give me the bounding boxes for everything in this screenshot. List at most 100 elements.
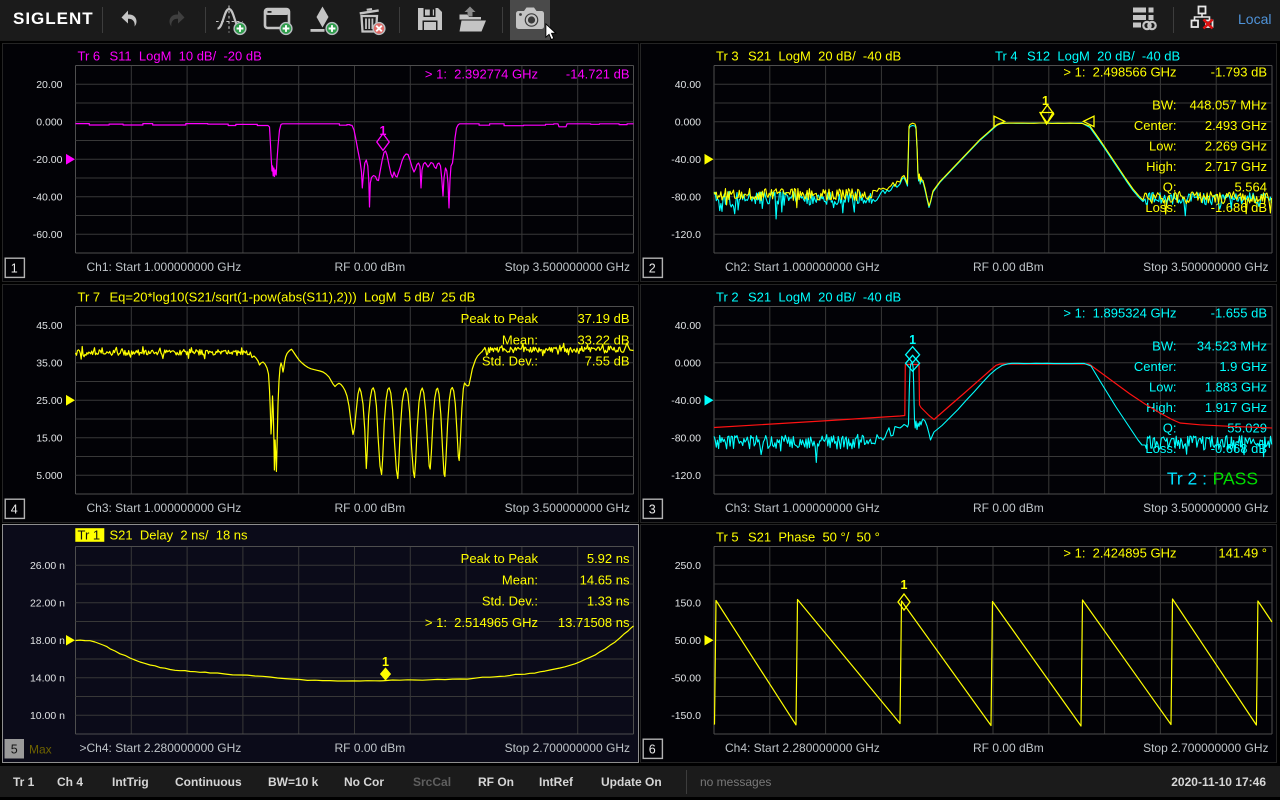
svg-text:Tr 5: Tr 5 [716, 529, 739, 544]
svg-text:33.22 dB: 33.22 dB [577, 332, 629, 347]
svg-text:Peak to Peak: Peak to Peak [461, 311, 539, 326]
svg-text:45.00: 45.00 [36, 320, 62, 332]
svg-text:Std. Dev.:: Std. Dev.: [482, 354, 538, 369]
svg-text:1.917 GHz: 1.917 GHz [1205, 400, 1267, 415]
svg-text:> 1: 2.498566 GHz: > 1: 2.498566 GHz [1063, 65, 1176, 80]
svg-text:Std. Dev.:: Std. Dev.: [482, 594, 538, 609]
svg-text:Tr 4: Tr 4 [995, 48, 1018, 63]
svg-text:Center:: Center: [1134, 359, 1177, 374]
svg-text:14.65 ns: 14.65 ns [580, 572, 630, 587]
svg-text:Mean:: Mean: [502, 332, 538, 347]
svg-text:Low:: Low: [1149, 139, 1176, 154]
svg-text:RF 0.00 dBm: RF 0.00 dBm [335, 741, 406, 755]
svg-text:25.00: 25.00 [36, 395, 62, 407]
svg-text:Q:: Q: [1163, 421, 1177, 436]
svg-text:50.00: 50.00 [675, 635, 701, 647]
svg-text:Stop 2.700000000 GHz: Stop 2.700000000 GHz [505, 741, 630, 755]
svg-text:Peak to Peak: Peak to Peak [461, 551, 539, 566]
svg-text:2: 2 [649, 262, 656, 276]
svg-text:14.00 n: 14.00 n [30, 673, 65, 685]
svg-text:2.493 GHz: 2.493 GHz [1205, 118, 1267, 133]
svg-text:55.029: 55.029 [1227, 421, 1267, 436]
svg-text:Tr 6: Tr 6 [78, 48, 101, 63]
svg-text:Ch2: Start 1.000000000 GHz: Ch2: Start 1.000000000 GHz [725, 260, 880, 274]
svg-text:RF 0.00 dBm: RF 0.00 dBm [335, 501, 406, 515]
svg-text:-120.0: -120.0 [671, 229, 701, 241]
svg-text:-14.721 dB: -14.721 dB [566, 67, 630, 82]
svg-text:5.000: 5.000 [36, 470, 62, 482]
svg-text:High:: High: [1146, 159, 1176, 174]
svg-text:Tr 1: Tr 1 [78, 527, 101, 542]
svg-text:RF 0.00 dBm: RF 0.00 dBm [973, 501, 1044, 515]
svg-text:Stop 3.500000000 GHz: Stop 3.500000000 GHz [1143, 260, 1268, 274]
svg-text:-80.00: -80.00 [671, 192, 701, 204]
svg-text:448.057 MHz: 448.057 MHz [1190, 98, 1267, 113]
svg-text:4: 4 [11, 503, 18, 517]
svg-text:-40.00: -40.00 [671, 154, 701, 166]
svg-text:37.19 dB: 37.19 dB [577, 311, 629, 326]
svg-text:40.00: 40.00 [675, 79, 701, 91]
svg-text:S21 Delay 2 ns/ 18 ns: S21 Delay 2 ns/ 18 ns [110, 527, 249, 542]
svg-text:Mean:: Mean: [502, 572, 538, 587]
svg-text:141.49 °: 141.49 ° [1218, 546, 1267, 561]
svg-text:Max: Max [29, 743, 52, 757]
svg-text:-1.655 dB: -1.655 dB [1211, 306, 1267, 321]
svg-text:-40.00: -40.00 [671, 395, 701, 407]
svg-text:15.00: 15.00 [36, 433, 62, 445]
svg-text:1: 1 [382, 655, 389, 669]
svg-text:Stop 3.500000000 GHz: Stop 3.500000000 GHz [505, 501, 630, 515]
svg-text:3: 3 [649, 503, 656, 517]
svg-text:5.92 ns: 5.92 ns [587, 551, 630, 566]
svg-text:Q:: Q: [1163, 180, 1177, 195]
svg-text:> 1: 2.424895 GHz: > 1: 2.424895 GHz [1063, 546, 1176, 561]
svg-text:34.523 MHz: 34.523 MHz [1197, 339, 1267, 354]
svg-text:-1.793 dB: -1.793 dB [1211, 65, 1267, 80]
svg-text:Eq=20*log10(S21/sqrt(1-pow(abs: Eq=20*log10(S21/sqrt(1-pow(abs(S11),2)))… [110, 289, 476, 304]
svg-text:1: 1 [901, 578, 908, 592]
svg-text:-50.00: -50.00 [671, 673, 701, 685]
svg-text:13.71508 ns: 13.71508 ns [558, 615, 630, 630]
svg-text:Stop 3.500000000 GHz: Stop 3.500000000 GHz [1143, 501, 1268, 515]
svg-text:> 1: 2.514965 GHz: > 1: 2.514965 GHz [425, 615, 538, 630]
svg-text:S21 LogM 20 dB/ -40 dB: S21 LogM 20 dB/ -40 dB [748, 48, 901, 63]
svg-text:2.269 GHz: 2.269 GHz [1205, 139, 1267, 154]
svg-text:1.33 ns: 1.33 ns [587, 594, 630, 609]
svg-text:Tr 2 :: Tr 2 : [1167, 469, 1207, 489]
svg-text:>Ch4: Start 2.280000000 GHz: >Ch4: Start 2.280000000 GHz [80, 741, 242, 755]
svg-text:RF 0.00 dBm: RF 0.00 dBm [973, 260, 1044, 274]
svg-text:40.00: 40.00 [675, 320, 701, 332]
svg-text:0.000: 0.000 [36, 117, 62, 129]
svg-text:BW:: BW: [1152, 339, 1176, 354]
svg-text:7.55 dB: 7.55 dB [585, 354, 630, 369]
svg-text:0.000: 0.000 [675, 358, 701, 370]
svg-text:35.00: 35.00 [36, 358, 62, 370]
svg-text:Tr 2: Tr 2 [716, 289, 739, 304]
svg-text:-80.00: -80.00 [671, 433, 701, 445]
svg-text:22.00 n: 22.00 n [30, 598, 65, 610]
svg-text:Tr 7: Tr 7 [78, 289, 101, 304]
svg-text:RF 0.00 dBm: RF 0.00 dBm [335, 260, 406, 274]
svg-text:250.0: 250.0 [675, 560, 701, 572]
svg-text:BW:: BW: [1152, 98, 1176, 113]
svg-text:-120.0: -120.0 [671, 470, 701, 482]
svg-text:6: 6 [649, 743, 656, 757]
svg-text:5: 5 [11, 743, 18, 757]
svg-text:Ch1: Start 1.000000000 GHz: Ch1: Start 1.000000000 GHz [87, 260, 242, 274]
svg-text:Ch3: Start 1.000000000 GHz: Ch3: Start 1.000000000 GHz [87, 501, 242, 515]
svg-text:10.00 n: 10.00 n [30, 710, 65, 722]
svg-text:5.564: 5.564 [1234, 180, 1267, 195]
svg-text:Stop 2.700000000 GHz: Stop 2.700000000 GHz [1143, 741, 1268, 755]
svg-text:-40.00: -40.00 [33, 192, 63, 204]
svg-text:S21 LogM 20 dB/ -40 dB: S21 LogM 20 dB/ -40 dB [748, 289, 901, 304]
svg-text:1: 1 [909, 333, 916, 347]
svg-text:Low:: Low: [1149, 380, 1176, 395]
svg-text:RF 0.00 dBm: RF 0.00 dBm [973, 741, 1044, 755]
svg-text:1.883 GHz: 1.883 GHz [1205, 380, 1267, 395]
svg-text:150.0: 150.0 [675, 598, 701, 610]
svg-text:Loss:: Loss: [1145, 200, 1176, 215]
svg-text:Stop 3.500000000 GHz: Stop 3.500000000 GHz [505, 260, 630, 274]
svg-text:2.717 GHz: 2.717 GHz [1205, 159, 1267, 174]
svg-text:S11 LogM 10 dB/ -20 dB: S11 LogM 10 dB/ -20 dB [110, 48, 262, 63]
svg-text:PASS: PASS [1213, 469, 1258, 489]
svg-text:20.00: 20.00 [36, 79, 62, 91]
